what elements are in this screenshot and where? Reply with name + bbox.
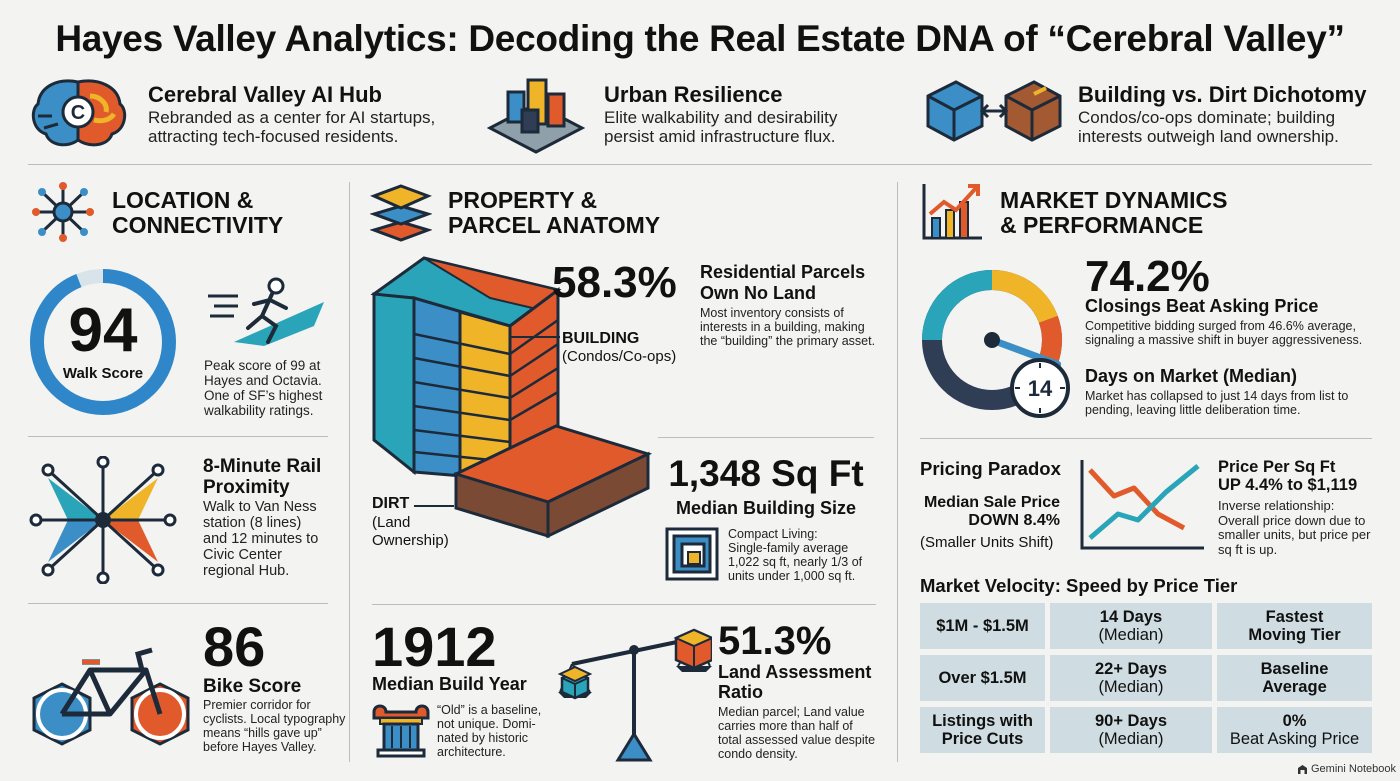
- highlight-desc: interests outweigh land ownership.: [1078, 127, 1339, 146]
- building-sub: (Condos/Co-ops): [562, 348, 677, 365]
- days-cell: 14 Days (Median): [1050, 603, 1212, 649]
- highlight-desc: Elite walkability and desirability: [604, 108, 838, 127]
- section-divider: [372, 604, 876, 605]
- network-hub-icon: [32, 182, 94, 242]
- walk-score-ring: [30, 269, 176, 415]
- median-sale-price: Median Sale Price DOWN 8.4%: [923, 494, 1060, 529]
- note-cell: Fastest Moving Tier: [1217, 603, 1372, 649]
- days-cell: 22+ Days (Median): [1050, 655, 1212, 701]
- rail-desc: Walk to Van Ness station (8 lines) and 1…: [203, 499, 319, 579]
- balance-scale-icon: [557, 628, 712, 762]
- header-divider: [28, 164, 1372, 165]
- building-pointer: [510, 336, 560, 338]
- runner-icon: [208, 277, 324, 346]
- dirt-label: DIRT: [372, 495, 410, 512]
- section-divider: [920, 438, 1372, 439]
- dirt-slab-illustration: [452, 424, 652, 539]
- crossing-lines-icon: [1080, 460, 1204, 550]
- build-year-desc: “Old” is a baseline, not unique. Domi- n…: [437, 703, 542, 759]
- land-ratio-label: Ratio: [718, 682, 763, 702]
- dirt-pointer: [414, 505, 454, 507]
- trend-chart-icon: [922, 184, 982, 240]
- column-divider: [897, 182, 898, 762]
- building-size-label: Median Building Size: [675, 498, 856, 518]
- walk-score-desc: Peak score of 99 at Hayes and Octavia. O…: [204, 358, 323, 418]
- transit-network-icon: [29, 456, 177, 584]
- column-capital-icon: [372, 704, 430, 758]
- section-title: CONNECTIVITY: [112, 212, 284, 238]
- closings-gauge: 14: [922, 270, 1070, 418]
- section-divider: [658, 437, 874, 438]
- highlight-title: Building vs. Dirt Dichotomy: [1078, 82, 1367, 107]
- build-year-value: 1912: [372, 615, 497, 678]
- section-divider: [28, 436, 328, 437]
- closings-label: Closings Beat Asking Price: [1085, 296, 1319, 316]
- closings-value: 74.2%: [1085, 252, 1210, 301]
- bicycle-icon: [32, 647, 190, 746]
- walk-score-label: Walk Score: [62, 365, 144, 382]
- closings-desc: Competitive bidding surged from 46.6% av…: [1085, 319, 1363, 347]
- building-size-desc: Compact Living: Single-family average 1,…: [728, 527, 863, 583]
- section-title: PARCEL ANATOMY: [448, 212, 661, 238]
- days-cell: 90+ Days (Median): [1050, 707, 1212, 753]
- bike-score-value: 86: [203, 615, 266, 678]
- land-ratio-label: Land Assessment: [718, 662, 872, 682]
- dom-desc: Market has collapsed to just 14 days fro…: [1085, 389, 1349, 417]
- highlight-title: Urban Resilience: [604, 82, 783, 107]
- price-per-sqft: Price Per Sq Ft UP 4.4% to $1,119: [1218, 458, 1358, 494]
- layers-icon: [370, 184, 432, 242]
- parcels-value: 58.3%: [552, 258, 677, 307]
- notebook-logo-icon: [1298, 764, 1307, 774]
- highlight-desc: Rebranded as a center for AI startups,: [148, 108, 436, 127]
- highlight-desc: persist amid infrastructure flux.: [604, 127, 836, 146]
- column-divider: [349, 182, 350, 762]
- section-title: & PERFORMANCE: [1000, 212, 1204, 238]
- rail-title: Proximity: [203, 477, 290, 498]
- note-cell: 0% Beat Asking Price: [1217, 707, 1372, 753]
- land-ratio-value: 51.3%: [718, 619, 832, 663]
- highlight-desc: attracting tech-focused residents.: [148, 127, 399, 146]
- parcels-desc: Most inventory consists of interests in …: [700, 306, 876, 348]
- city-blocks-icon: [486, 78, 586, 154]
- brain-icon: C: [31, 79, 127, 147]
- bike-score-desc: Premier corridor for cyclists. Local typ…: [203, 698, 346, 754]
- note-cell: Baseline Average: [1217, 655, 1372, 701]
- bike-score-label: Bike Score: [203, 676, 302, 697]
- land-ratio-desc: Median parcel; Land value carries more t…: [718, 705, 876, 761]
- dom-label: Days on Market (Median): [1085, 366, 1298, 386]
- svg-text:C: C: [71, 102, 85, 124]
- highlight-desc: Condos/co-ops dominate; building: [1078, 108, 1336, 127]
- build-year-label: Median Build Year: [372, 674, 527, 694]
- days-on-market-dial: 14: [1028, 376, 1053, 401]
- highlight-title: Cerebral Valley AI Hub: [148, 82, 382, 107]
- velocity-title: Market Velocity: Speed by Price Tier: [920, 575, 1238, 596]
- tier-cell: $1M - $1.5M: [920, 603, 1045, 649]
- rail-title: 8-Minute Rail: [203, 456, 322, 477]
- paradox-title: Pricing Paradox: [920, 458, 1061, 479]
- paradox-desc: Inverse relationship: Overall price down…: [1218, 498, 1371, 557]
- section-divider: [28, 603, 328, 604]
- walk-score-value: 94: [68, 296, 138, 365]
- nested-squares-icon: [665, 527, 719, 581]
- section-title: MARKET DYNAMICS: [1000, 187, 1228, 213]
- dirt-sub: (Land Ownership): [372, 514, 449, 549]
- median-sale-note: (Smaller Units Shift): [920, 534, 1054, 551]
- section-title: LOCATION &: [112, 187, 254, 213]
- parcels-title: Own No Land: [700, 283, 816, 303]
- parcels-title: Residential Parcels: [700, 262, 866, 282]
- page-title: Hayes Valley Analytics: Decoding the Rea…: [55, 18, 1345, 59]
- watermark: Gemini Notebook: [1297, 763, 1396, 775]
- tier-cell: Over $1.5M: [920, 655, 1045, 701]
- building-label: BUILDING: [562, 330, 640, 347]
- tier-cell: Listings with Price Cuts: [920, 707, 1045, 753]
- cube-arrows-icon: [926, 80, 1062, 142]
- section-title: PROPERTY &: [448, 187, 598, 213]
- building-size-value: 1,348 Sq Ft: [668, 453, 864, 494]
